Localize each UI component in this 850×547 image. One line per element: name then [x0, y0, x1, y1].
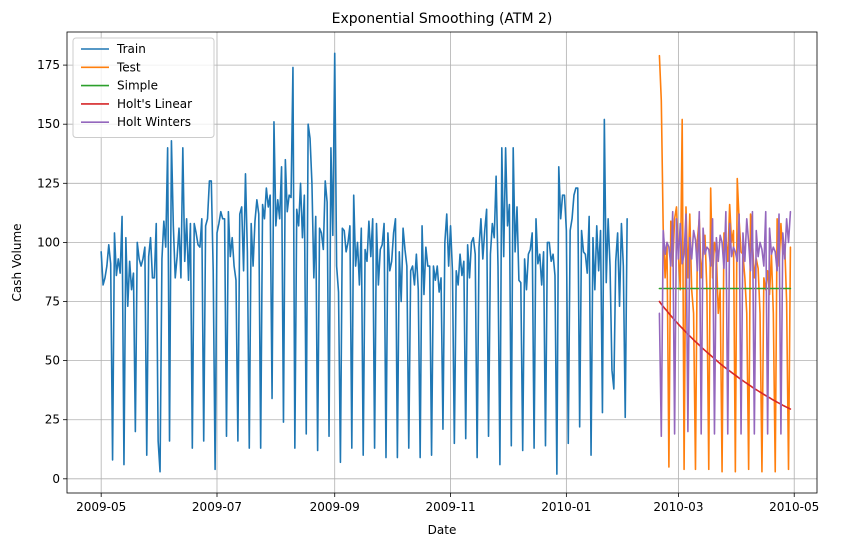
x-tick-label: 2009-07 — [192, 500, 242, 514]
chart-title: Exponential Smoothing (ATM 2) — [332, 11, 553, 27]
x-tick-label: 2009-11 — [425, 500, 475, 514]
y-tick-label: 25 — [45, 413, 60, 427]
legend-box — [72, 37, 215, 138]
legend-label: Test — [116, 60, 141, 74]
y-tick-label: 50 — [45, 354, 60, 368]
legend: Train Test Simple Holt's Linear Holt Winters — [72, 37, 215, 138]
plot-frame — [66, 31, 818, 494]
y-tick-label: 75 — [45, 295, 60, 309]
y-tick-label: 175 — [37, 58, 60, 72]
y-tick-label: 150 — [37, 117, 60, 131]
y-tick-label: 100 — [37, 235, 60, 249]
y-axis: 0 25 50 75 100 125 150 175 — [37, 58, 67, 486]
series-layer — [100, 52, 792, 475]
legend-label: Holt's Linear — [117, 97, 192, 111]
x-tick-label: 2010-01 — [541, 500, 591, 514]
y-tick-label: 0 — [52, 472, 60, 486]
series-line-holt-winters — [658, 210, 792, 438]
x-tick-label: 2010-03 — [653, 500, 703, 514]
legend-label: Simple — [117, 79, 158, 93]
legend-label: Train — [116, 42, 146, 56]
x-tick-label: 2010-05 — [769, 500, 819, 514]
series-line-train — [100, 52, 628, 475]
x-axis-title: Date — [428, 523, 457, 537]
legend-label: Holt Winters — [117, 115, 191, 129]
x-axis: 2009-05 2009-07 2009-09 2009-11 2010-01 2010-… — [76, 493, 819, 514]
y-tick-label: 125 — [37, 176, 60, 190]
x-tick-label: 2009-05 — [76, 500, 126, 514]
y-axis-title: Cash Volume — [10, 223, 24, 301]
x-tick-label: 2009-09 — [310, 500, 360, 514]
